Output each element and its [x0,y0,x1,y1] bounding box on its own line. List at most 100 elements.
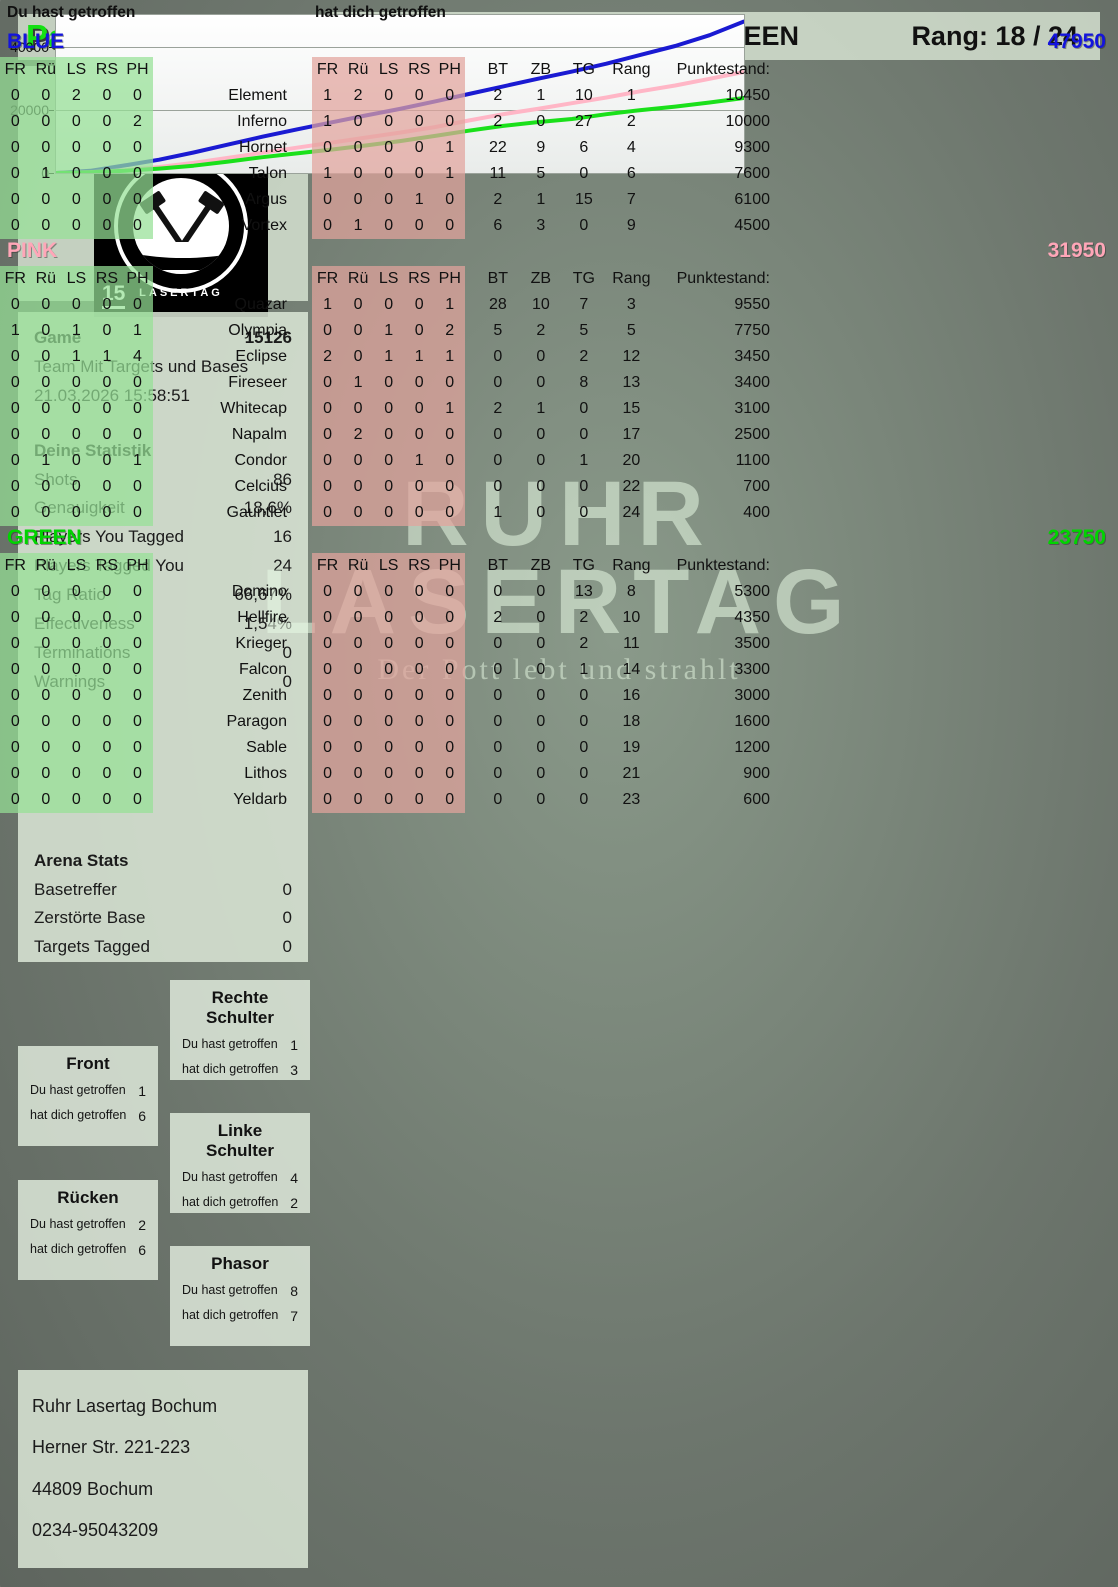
hit-cell: 0 [91,631,123,657]
zb-cell: 0 [536,583,546,600]
team-table: FR Rü LS RS PH FR Rü LS RS PH BT ZB TG Rang Punktestan… [0,57,782,239]
got-cell: 0 [403,683,435,709]
got-cell: 0 [434,579,466,605]
team-table: FR Rü LS RS PH FR Rü LS RS PH BT ZB TG Rang Punktestan… [0,553,782,813]
player-name: Celcius [234,478,287,495]
stat-value: 16 [273,527,292,547]
bt-cell: 0 [493,374,503,391]
tg-cell: 0 [579,400,589,417]
hit-cell: 0 [0,579,31,605]
hit-cell: 0 [30,657,62,683]
zb-cell: 10 [531,296,550,313]
hit-cell: 0 [91,292,123,318]
tg-cell: 0 [579,739,589,756]
hit-cell: 0 [122,187,153,213]
got-cell: 0 [373,761,404,787]
col-header: LS [61,57,92,83]
hit-cell: 0 [0,396,31,422]
got-cell: 0 [342,187,374,213]
hit-cell: 0 [122,135,153,161]
col-header: Rü [30,553,62,579]
col-header-score: Punktestand: [676,61,770,78]
tg-cell: 0 [579,687,589,704]
got-cell: 1 [342,370,374,396]
rank-cell: 15 [622,400,641,417]
got-cell: 1 [403,448,435,474]
zone-got-row: hat dich getroffen 3 [182,1062,298,1078]
col-header: PH [434,553,466,579]
tg-cell: 0 [579,165,589,182]
got-cell: 1 [312,83,343,109]
tg-cell: 0 [579,504,589,521]
table-row: 0 0 0 0 0 Gauntlet 0 0 0 0 0 1 0 0 24 400 [0,500,782,526]
hit-cell: 0 [30,109,62,135]
rank-cell: 21 [622,765,641,782]
team-total-score: 31950 [1047,239,1106,262]
zone-box-ruecken: Rücken Du hast getroffen 2 hat dich getroff… [18,1180,158,1280]
score-cell: 5300 [734,583,770,600]
tg-cell: 1 [579,452,589,469]
got-cell: 1 [434,396,466,422]
got-cell: 2 [312,344,343,370]
got-cell: 0 [403,396,435,422]
zone-box-front: Front Du hast getroffen 1 hat dich getroffe… [18,1046,158,1146]
table-row: 1 0 1 0 1 Olympia 0 0 1 0 2 5 2 5 5 7750 [0,318,782,344]
player-name: Napalm [231,426,287,443]
got-cell: 0 [434,657,466,683]
hit-cell: 0 [122,579,153,605]
col-header-name [153,553,301,579]
hit-cell: 0 [0,422,31,448]
hit-cell: 0 [0,709,31,735]
got-cell: 0 [434,709,466,735]
hit-cell: 0 [91,213,123,239]
got-cell: 0 [373,213,404,239]
tg-cell: 13 [574,583,593,600]
rank-cell: 11 [623,635,640,652]
tg-cell: 2 [579,348,589,365]
score-cell: 3000 [734,687,770,704]
zone-title: Front [66,1054,110,1073]
team-table: FR Rü LS RS PH FR Rü LS RS PH BT ZB TG Rang Punktestan… [0,266,782,526]
hit-cell: 0 [122,83,153,109]
bt-cell: 0 [493,791,503,808]
zb-cell: 2 [536,322,546,339]
rank-cell: 16 [622,687,641,704]
zb-cell: 0 [536,791,546,808]
got-cell: 1 [312,109,343,135]
table-row: 0 0 0 0 0 Vortex 0 1 0 0 0 6 3 0 9 4500 [0,213,782,239]
col-header: ZB [530,270,552,287]
zone-row-value: 7 [290,1308,298,1324]
hit-cell: 0 [30,135,62,161]
hit-cell: 0 [122,761,153,787]
got-cell: 0 [373,605,404,631]
bt-cell: 0 [493,478,503,495]
got-cell: 0 [434,631,466,657]
zone-row-label: hat dich getroffen [30,1108,127,1122]
hit-cell: 0 [91,761,123,787]
player-name: Krieger [235,635,287,652]
hit-cell: 0 [30,500,62,526]
zb-cell: 0 [536,739,546,756]
zone-title: Rücken [57,1188,119,1207]
got-cell: 1 [434,161,466,187]
hit-cell: 0 [91,735,123,761]
zb-cell: 0 [536,635,546,652]
hit-cell: 0 [0,735,31,761]
player-name: Falcon [238,661,287,678]
got-cell: 0 [312,735,343,761]
col-header: Rü [342,553,374,579]
hit-cell: 0 [122,787,153,813]
got-cell: 0 [342,787,374,813]
hit-cell: 0 [61,605,92,631]
bt-cell: 1 [493,504,503,521]
hit-cell: 0 [30,683,62,709]
col-header: RS [403,553,435,579]
got-cell: 0 [403,657,435,683]
zone-row-value: 1 [290,1037,298,1053]
table-row: 0 0 0 0 0 Celcius 0 0 0 0 0 0 0 0 22 700 [0,474,782,500]
hit-cell: 0 [0,292,31,318]
hit-cell: 0 [30,213,62,239]
zone-title: Rechte Schulter [205,988,275,1027]
col-header: Rang [612,61,651,78]
stat-value: 0 [282,642,292,662]
